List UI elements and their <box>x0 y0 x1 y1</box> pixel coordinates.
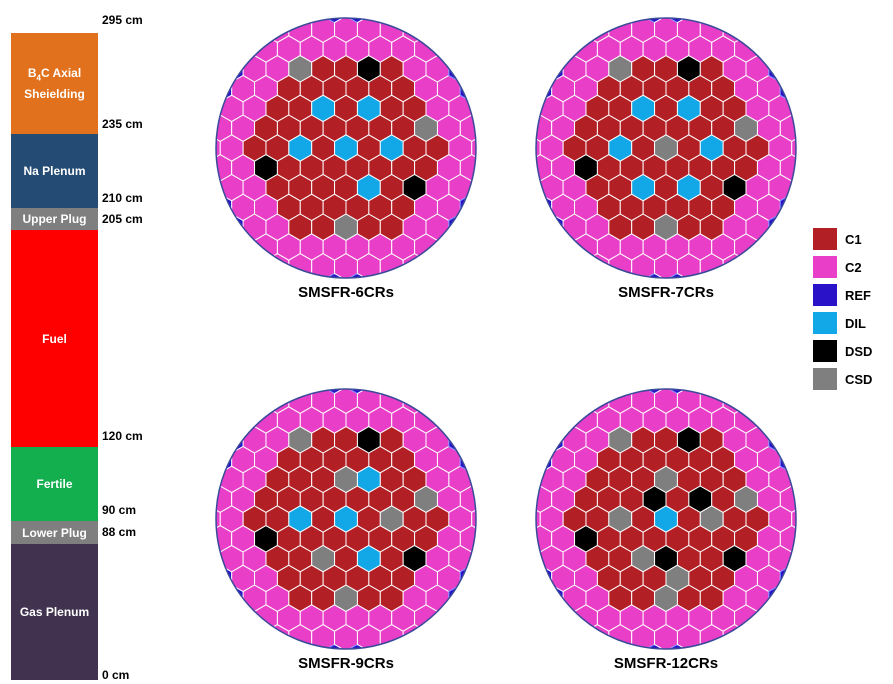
fuel-label: Fuel <box>42 331 67 346</box>
legend-item-dil: DIL <box>813 312 866 334</box>
core-9crs-svg <box>215 388 477 650</box>
core-map-12crs <box>533 386 799 652</box>
core-map-6crs <box>213 15 479 281</box>
core-title-7crs: SMSFR-7CRs <box>618 284 714 301</box>
na-plenum-segment: Na Plenum <box>11 134 98 208</box>
core-12crs-svg <box>535 388 797 650</box>
fertile-segment: Fertile <box>11 447 98 521</box>
core-title-9crs: SMSFR-9CRs <box>298 655 394 672</box>
upper-plug-label: Upper Plug <box>22 212 87 226</box>
core-boundary <box>535 17 797 279</box>
gas-plenum-label: Gas Plenum <box>19 605 90 619</box>
core-map-7crs <box>533 15 799 281</box>
height-label-235: 235 cm <box>102 117 143 131</box>
assembly-c2 <box>791 134 796 162</box>
fuel-segment: Fuel <box>11 230 98 447</box>
height-label-205: 205 cm <box>102 212 143 226</box>
legend-item-c2: C2 <box>813 256 862 278</box>
legend-swatch-ref <box>813 284 837 306</box>
axial-layout: B4C Axial Sheielding Na Plenum Upper Plu… <box>0 0 200 684</box>
legend-item-dsd: DSD <box>813 340 872 362</box>
height-label-0: 0 cm <box>102 668 130 682</box>
legend-swatch-c2 <box>813 256 837 278</box>
core-boundary <box>535 388 797 650</box>
legend-swatch-csd <box>813 368 837 390</box>
legend-item-c1: C1 <box>813 228 862 250</box>
lower-plug-segment: Lower Plug <box>11 521 98 544</box>
core-title-6crs: SMSFR-6CRs <box>298 284 394 301</box>
assembly-c2 <box>471 505 476 533</box>
height-label-210: 210 cm <box>102 191 143 205</box>
legend-label-c2: C2 <box>845 259 862 275</box>
core-map-9crs <box>213 386 479 652</box>
fertile-label: Fertile <box>36 477 73 491</box>
assembly-c2 <box>471 134 476 162</box>
core-7crs-svg <box>535 17 797 279</box>
gas-plenum-segment: Gas Plenum <box>11 544 98 680</box>
legend-label-c1: C1 <box>845 231 862 247</box>
b4c-axial-shielding-segment: B4C Axial Sheielding <box>11 33 98 134</box>
core-title-12crs: SMSFR-12CRs <box>613 655 719 672</box>
legend-swatch-dil <box>813 312 837 334</box>
height-label-88: 88 cm <box>102 525 137 539</box>
legend-swatch-dsd <box>813 340 837 362</box>
legend-label-dil: DIL <box>845 315 866 331</box>
legend-item-ref: REF <box>813 284 871 306</box>
legend-item-csd: CSD <box>813 368 872 390</box>
legend-label-csd: CSD <box>845 371 873 387</box>
core-boundary <box>215 17 477 279</box>
core-boundary <box>215 388 477 650</box>
legend-swatch-c1 <box>813 228 837 250</box>
height-label-295: 295 cm <box>102 13 143 27</box>
assembly-c2 <box>791 505 796 533</box>
height-label-90: 90 cm <box>102 503 137 517</box>
height-label-120: 120 cm <box>102 429 143 443</box>
b4c-label: B4C Axial Sheielding <box>24 66 85 101</box>
core-6crs-svg <box>215 17 477 279</box>
legend-label-ref: REF <box>845 287 871 303</box>
upper-plug-segment: Upper Plug <box>11 208 98 230</box>
legend-label-dsd: DSD <box>845 343 873 359</box>
na-plenum-label: Na Plenum <box>23 164 86 178</box>
lower-plug-label: Lower Plug <box>22 525 87 540</box>
